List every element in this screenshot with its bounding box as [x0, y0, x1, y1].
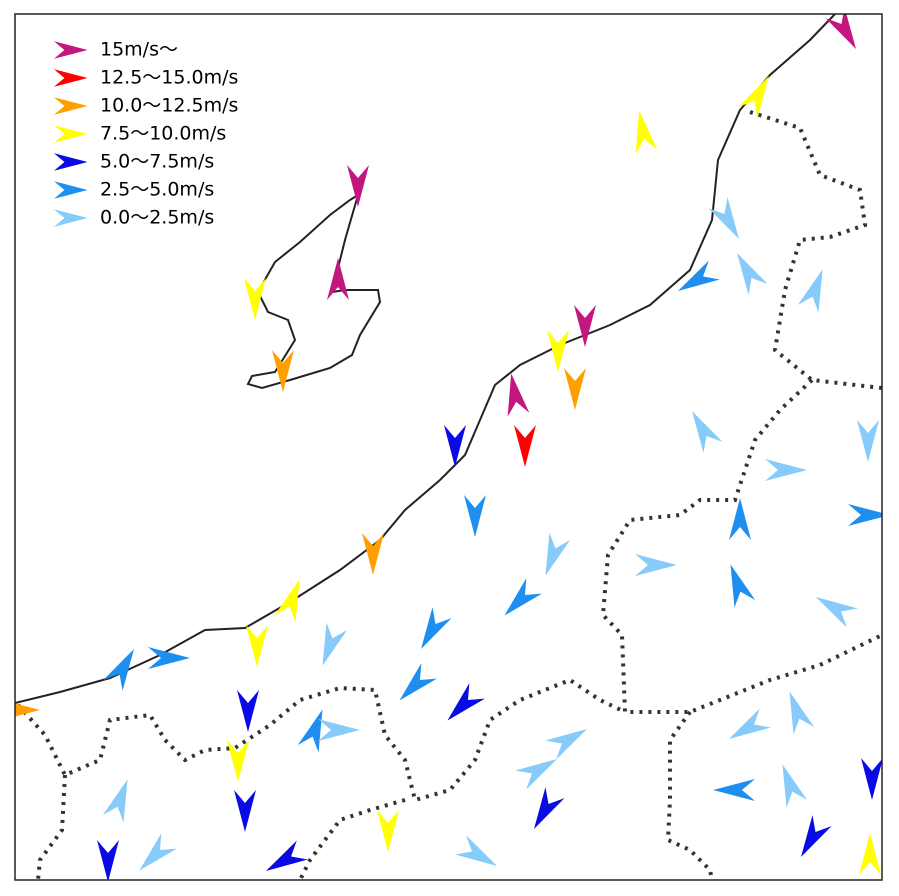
boundaries [16, 110, 882, 880]
wind-arrow [729, 498, 751, 540]
wind-arrow [737, 252, 768, 295]
legend-arrow [53, 125, 88, 143]
wind-arrow [234, 790, 256, 832]
wind-arrow [635, 110, 658, 154]
wind-arrow [692, 410, 723, 453]
map-frame [14, 13, 883, 881]
wind-arrow [574, 305, 596, 347]
wind-arrow [547, 330, 569, 372]
wind-arrow [765, 459, 807, 481]
legend-label: 10.0～12.5m/s [100, 95, 238, 117]
wind-arrow [825, 14, 856, 50]
wind-arrow [362, 533, 384, 575]
legend-arrow [53, 97, 88, 115]
wind-arrow [861, 758, 882, 800]
wind-arrow [507, 373, 530, 417]
wind-arrow [534, 787, 565, 830]
legend-arrow [53, 209, 88, 227]
wind-arrow [545, 729, 588, 760]
legend-label: 2.5～5.0m/s [100, 179, 214, 201]
wind-arrow [545, 532, 571, 576]
wind-arrow [859, 833, 881, 875]
legend-arrow [53, 181, 88, 199]
wind-arrow [728, 708, 771, 739]
wind-arrow [103, 648, 134, 691]
wind-arrow [322, 622, 348, 666]
wind-arrow [564, 368, 586, 410]
wind-arrow [272, 350, 294, 392]
legend-arrow [53, 153, 88, 171]
legend-arrow [53, 41, 88, 59]
island-coast [246, 192, 382, 390]
wind-arrow [244, 278, 266, 320]
wind-arrow [455, 835, 498, 866]
wind-arrows [15, 14, 882, 880]
legend-label: 0.0～2.5m/s [100, 207, 214, 229]
wind-arrow [97, 840, 119, 880]
coastline [15, 14, 836, 704]
wind-arrow [297, 709, 323, 753]
wind-arrow [857, 420, 879, 462]
wind-arrow [318, 719, 360, 741]
wind-arrow [713, 779, 755, 801]
wind-arrow [444, 425, 466, 467]
wind-arrow [227, 740, 249, 782]
wind-arrow [515, 759, 558, 790]
legend-label: 12.5～15.0m/s [100, 67, 238, 89]
wind-arrow [635, 554, 677, 576]
wind-arrow [782, 764, 808, 808]
wind-arrow [708, 197, 739, 240]
wind-arrow [237, 690, 259, 732]
wind-arrow [464, 495, 486, 537]
wind-arrow [677, 260, 720, 291]
legend: 15m/s～ 12.5～15.0m/s 10.0～12.5m/s 7.5～10.0m/… [53, 39, 238, 229]
wind-arrow [148, 647, 190, 669]
wind-arrow [421, 607, 452, 650]
wind-arrow [514, 425, 536, 467]
map-layer [15, 14, 882, 880]
legend-label: 7.5～10.0m/s [100, 123, 226, 145]
wind-arrow [504, 578, 542, 616]
wind-arrow [730, 564, 756, 608]
wind-arrow [789, 691, 815, 735]
wind-arrow [246, 625, 268, 667]
legend-arrow [53, 69, 88, 87]
legend-label: 15m/s～ [100, 39, 178, 61]
wind-arrow [797, 269, 823, 313]
wind-arrow [274, 579, 300, 623]
wind-arrow [327, 258, 349, 300]
wind-arrow [738, 75, 769, 118]
wind-arrow [815, 597, 858, 628]
legend-label: 5.0～7.5m/s [100, 151, 214, 173]
wind-arrow [447, 683, 485, 721]
wind-arrow [399, 663, 437, 701]
wind-arrow [15, 699, 40, 721]
wind-arrow [265, 840, 308, 871]
wind-arrow [848, 504, 882, 526]
wind-arrow [347, 165, 369, 207]
wind-arrow [102, 779, 128, 823]
wind-arrow [377, 810, 399, 852]
wind-arrow [801, 815, 832, 858]
wind-arrow [139, 833, 177, 871]
